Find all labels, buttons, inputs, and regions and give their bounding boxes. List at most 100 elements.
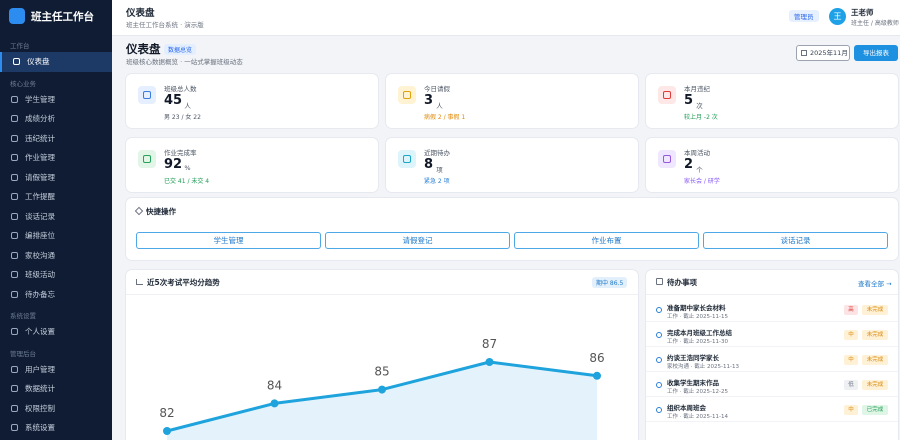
stat-icon: [398, 150, 416, 168]
nav-item[interactable]: 用户管理: [0, 360, 112, 380]
todo-bullet: [656, 357, 662, 363]
stat-note: 男 23 / 女 22: [164, 114, 201, 121]
brand-name: 班主任工作台: [31, 11, 94, 23]
trend-icon: [136, 279, 143, 285]
stat-note: 紧急 2 项: [424, 178, 450, 185]
todo-status: 未完成: [862, 380, 888, 390]
todo-item[interactable]: 完成本月班级工作总结 工作 · 截止 2025-11-30 中未完成: [646, 323, 898, 347]
todo-item[interactable]: 约谈王浩同学家长 家校沟通 · 截止 2025-11-13 中未完成: [646, 348, 898, 372]
avatar[interactable]: 王: [829, 8, 846, 25]
trend-area: [167, 362, 597, 440]
page-subtitle: 班级核心数据概览 · 一站式掌握班级动态: [126, 58, 243, 66]
nav-item[interactable]: 家校沟通: [0, 246, 112, 266]
nav-label: 权限控制: [25, 403, 55, 413]
quick-actions-card: 快捷操作 学生管理 请假登记 作业布置 谈话记录: [126, 198, 898, 260]
nav-label: 成绩分析: [25, 114, 55, 123]
month-picker[interactable]: 2025年11月: [796, 45, 850, 61]
stat-icon-glyph: [663, 155, 671, 163]
todo-item-meta: 工作 · 截止 2025-12-25: [667, 389, 728, 395]
todo-item-meta: 工作 · 截止 2025-11-30: [667, 339, 728, 345]
nav-icon: [11, 154, 18, 161]
export-label: 导出报表: [863, 49, 889, 57]
nav-item[interactable]: 谈话记录: [0, 207, 112, 227]
nav-icon: [11, 173, 18, 181]
todo-item-title: 完成本月班级工作总结: [667, 329, 732, 337]
trend-point: [270, 399, 279, 408]
quick-action-button[interactable]: 谈话记录: [703, 232, 888, 249]
quick-action-button[interactable]: 作业布置: [514, 232, 699, 249]
trend-point: [593, 371, 601, 380]
nav-item[interactable]: 数据统计: [0, 379, 112, 399]
stat-icon-glyph: [403, 91, 411, 99]
month-label: 2025年11月: [810, 49, 848, 57]
nav-item[interactable]: 编排座位: [0, 226, 112, 246]
nav-item[interactable]: 个人设置: [0, 322, 112, 342]
nav-label: 请假管理: [25, 172, 55, 182]
todo-bullet: [656, 407, 662, 413]
nav-label: 学生管理: [25, 94, 55, 104]
nav-icon: [11, 404, 18, 412]
nav-item[interactable]: 学生管理: [0, 90, 112, 110]
todo-title: 待办事项: [667, 278, 697, 287]
todo-priority: 中: [844, 355, 858, 365]
todo-icon: [656, 278, 663, 285]
quick-action-label: 学生管理: [213, 236, 244, 245]
stat-label: 本月违纪: [684, 85, 710, 93]
todo-item-title: 约谈王浩同学家长: [667, 354, 719, 362]
quick-action-button[interactable]: 学生管理: [136, 232, 321, 249]
nav-label: 工作提醒: [25, 192, 55, 201]
nav-item[interactable]: 仪表盘: [0, 52, 112, 72]
todo-priority: 中: [844, 405, 858, 415]
nav-item[interactable]: 待办备忘: [0, 285, 112, 305]
page-badge: 数据总览: [164, 44, 197, 55]
todo-item-title: 收集学生期末作品: [667, 379, 719, 387]
nav-item[interactable]: 请假管理: [0, 168, 112, 188]
todo-bullet: [656, 307, 662, 313]
trend-divider: [126, 294, 638, 295]
stat-icon: [138, 86, 156, 104]
todo-bullet: [656, 382, 662, 388]
calendar-icon: [801, 50, 807, 56]
nav-item[interactable]: 作业管理: [0, 148, 112, 168]
stat-value: 45: [164, 93, 183, 108]
nav-label: 谈话记录: [25, 211, 55, 221]
todo-link[interactable]: 查看全部 →: [858, 280, 892, 288]
stat-label: 班级总人数: [164, 85, 197, 93]
trend-point: [485, 358, 494, 366]
stat-label: 近期待办: [424, 149, 450, 157]
nav-item[interactable]: 权限控制: [0, 399, 112, 419]
todo-item[interactable]: 组织本周班会 工作 · 截止 2025-11-14 中已完成: [646, 398, 898, 422]
todo-status: 未完成: [862, 355, 888, 365]
nav-icon: [11, 95, 18, 103]
nav-label: 数据统计: [25, 384, 55, 393]
nav-label: 编排座位: [25, 231, 55, 240]
nav-item[interactable]: 班级活动: [0, 265, 112, 285]
nav-item[interactable]: 成绩分析: [0, 109, 112, 129]
stat-card: 今日请假 3 人病假 2 / 事假 1: [386, 74, 638, 128]
nav-item[interactable]: 系统设置: [0, 418, 112, 438]
todo-item[interactable]: 收集学生期末作品 工作 · 截止 2025-12-25 低未完成: [646, 373, 898, 397]
nav-item[interactable]: 工作提醒: [0, 187, 112, 207]
quick-action-button[interactable]: 请假登记: [325, 232, 510, 249]
todo-item-meta: 工作 · 截止 2025-11-14: [667, 414, 728, 420]
nav-item[interactable]: 违纪统计: [0, 129, 112, 149]
todo-item[interactable]: 准备期中家长会材料 工作 · 截止 2025-11-15 高未完成: [646, 298, 898, 322]
trend-chart: 82 84 85 87 86: [159, 337, 605, 440]
todo-priority: 中: [844, 330, 858, 340]
stat-label: 作业完成率: [164, 149, 197, 157]
nav-label: 待办备忘: [25, 289, 55, 299]
todo-item-title: 准备期中家长会材料: [667, 304, 726, 312]
stat-value: 5: [684, 93, 694, 108]
export-button[interactable]: 导出报表: [854, 45, 898, 61]
nav-label: 仪表盘: [27, 57, 50, 66]
stat-card: 近期待办 8 项紧急 2 项: [386, 138, 638, 192]
nav-label: 个人设置: [25, 327, 55, 336]
stat-unit: 人: [436, 102, 443, 110]
nav-icon: [13, 58, 20, 65]
stat-value: 8: [424, 157, 434, 172]
todo-divider: [646, 294, 898, 295]
top-bar: 仪表盘 班主任工作台系统 · 演示版 管理员王王老师 班主任 / 高级教师: [112, 0, 900, 36]
trend-point: [378, 385, 386, 394]
stat-note: 家长会 / 研学: [684, 178, 720, 185]
